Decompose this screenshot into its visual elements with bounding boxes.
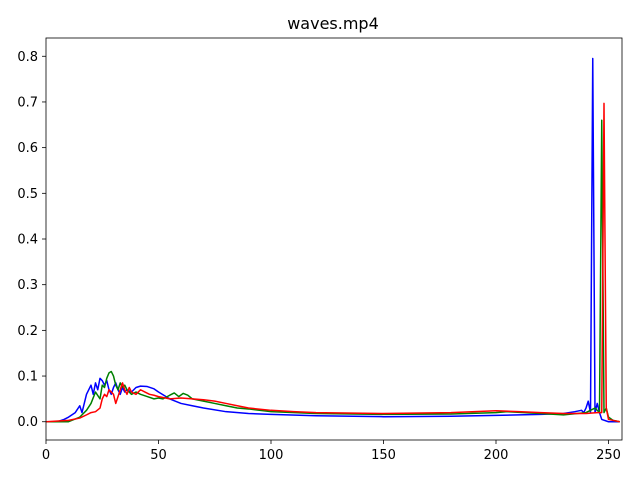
x-tick-label: 50: [150, 448, 167, 463]
series-line-2: [46, 119, 620, 423]
series-line-3: [45, 102, 620, 423]
y-tick-label: 0.6: [17, 141, 38, 156]
y-tick-label: 0.8: [17, 50, 38, 65]
x-tick-label: 200: [484, 448, 509, 463]
x-tick-label: 100: [259, 448, 284, 463]
axes-layer: 0 50 100 150 200 250 0.0 0.1 0.2 0.3 0.4 0.5 0.6 0.7 0…: [17, 37, 623, 463]
y-tick-label: 0.2: [17, 324, 38, 339]
y-tick-label: 0.0: [17, 415, 38, 430]
x-tick-label: 250: [596, 448, 621, 463]
y-tick-label: 0.7: [17, 95, 38, 110]
y-tick-label: 0.5: [17, 187, 38, 202]
y-tick-label: 0.1: [17, 370, 38, 385]
y-tick-label: 0.3: [17, 278, 38, 293]
series-layer: [45, 57, 620, 423]
series-line-1: [46, 57, 620, 423]
chart-title: waves.mp4: [287, 14, 379, 33]
x-tick-label: 150: [371, 448, 396, 463]
x-tick-label: 0: [42, 448, 50, 463]
y-tick-label: 0.4: [17, 233, 38, 248]
